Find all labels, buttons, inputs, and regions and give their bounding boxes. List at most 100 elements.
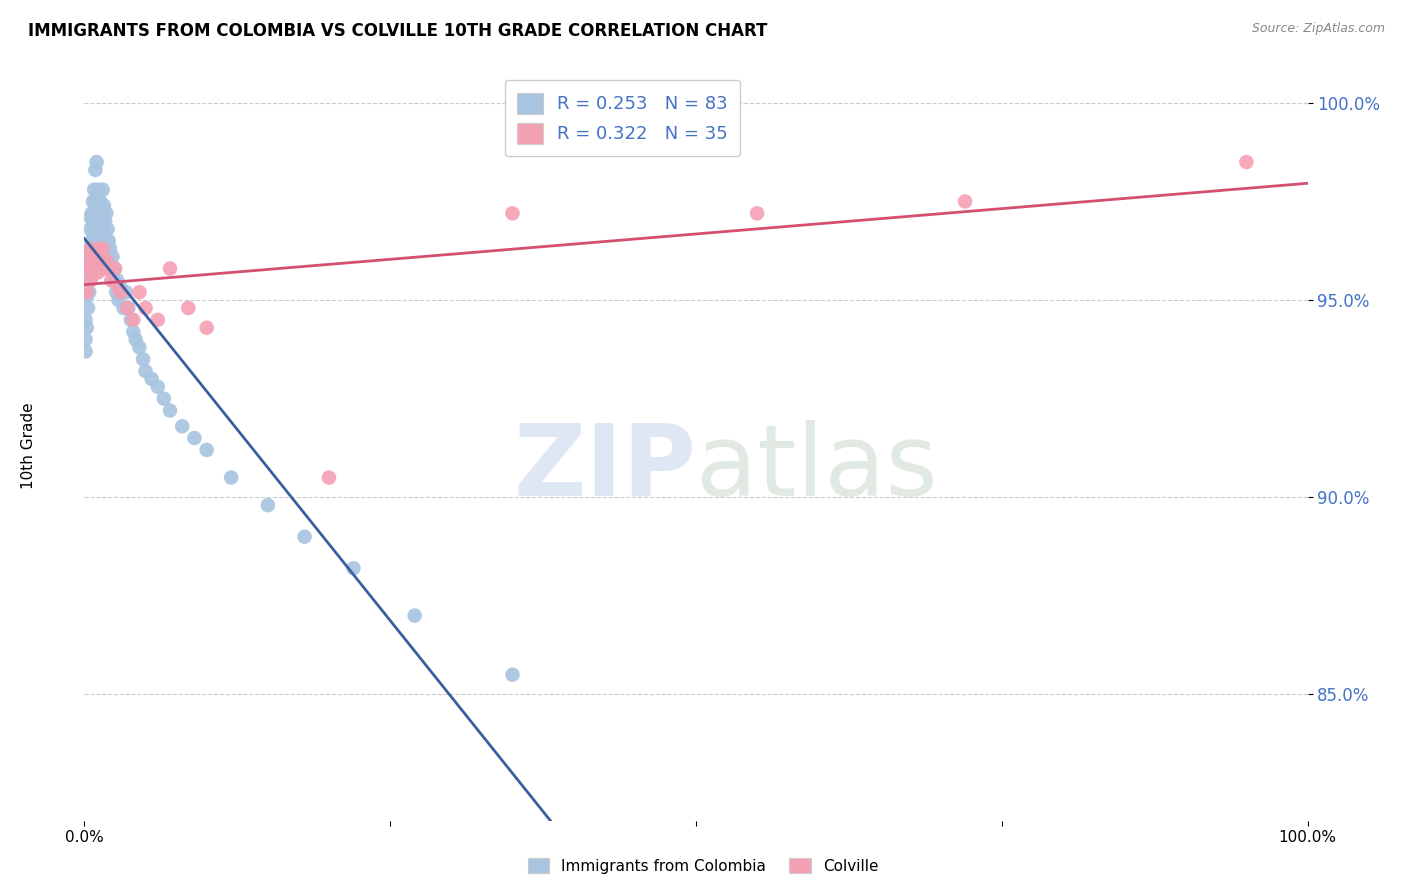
Point xyxy=(83,183,105,197)
Point xyxy=(87,211,110,225)
Legend: R = 0.253   N = 83, R = 0.322   N = 35: R = 0.253 N = 83, R = 0.322 N = 35 xyxy=(505,80,741,156)
Point xyxy=(87,183,110,197)
Point xyxy=(83,253,105,268)
Point xyxy=(122,313,145,327)
Point xyxy=(105,273,128,287)
Point xyxy=(135,364,157,378)
Text: atlas: atlas xyxy=(696,420,938,517)
Point xyxy=(77,273,100,287)
Point xyxy=(146,380,169,394)
Point xyxy=(79,211,101,225)
Point xyxy=(76,289,98,303)
Point xyxy=(141,372,163,386)
Point xyxy=(75,313,97,327)
Point xyxy=(94,214,117,228)
Point xyxy=(146,313,169,327)
Point xyxy=(117,301,139,315)
Point xyxy=(96,234,118,248)
Point xyxy=(79,273,101,287)
Point xyxy=(195,320,218,334)
Point xyxy=(97,222,120,236)
Point xyxy=(89,261,111,276)
Point xyxy=(219,470,242,484)
Point xyxy=(87,238,110,252)
Point xyxy=(97,234,120,248)
Point xyxy=(91,211,114,225)
Point xyxy=(97,261,120,276)
Point xyxy=(76,320,98,334)
Point xyxy=(87,202,110,217)
Text: ZIP: ZIP xyxy=(513,420,696,517)
Point xyxy=(86,214,108,228)
Point xyxy=(82,245,104,260)
Point xyxy=(159,261,181,276)
Point xyxy=(100,273,122,287)
Point xyxy=(84,194,107,209)
Text: IMMIGRANTS FROM COLOMBIA VS COLVILLE 10TH GRADE CORRELATION CHART: IMMIGRANTS FROM COLOMBIA VS COLVILLE 10T… xyxy=(28,22,768,40)
Point xyxy=(132,352,155,367)
Point xyxy=(97,253,120,268)
Point xyxy=(125,333,148,347)
Point xyxy=(96,253,118,268)
Point xyxy=(107,293,129,307)
Point xyxy=(90,234,112,248)
Point xyxy=(502,667,524,681)
Point xyxy=(153,392,176,406)
Point xyxy=(80,206,103,220)
Point xyxy=(318,470,340,484)
Point xyxy=(89,222,111,236)
Point xyxy=(93,261,115,276)
Point xyxy=(91,242,114,256)
Point xyxy=(86,186,108,201)
Point xyxy=(101,250,124,264)
Point xyxy=(87,242,110,256)
Point xyxy=(77,261,100,276)
Point xyxy=(82,214,104,228)
Point xyxy=(115,285,138,300)
Point xyxy=(83,265,105,279)
Point xyxy=(177,301,200,315)
Point xyxy=(79,250,101,264)
Point xyxy=(84,222,107,236)
Point xyxy=(128,340,150,354)
Point xyxy=(103,273,125,287)
Point xyxy=(90,253,112,268)
Point xyxy=(76,285,98,300)
Point xyxy=(87,230,110,244)
Point xyxy=(82,194,104,209)
Point xyxy=(342,561,364,575)
Point xyxy=(79,242,101,256)
Point xyxy=(135,301,157,315)
Point xyxy=(294,530,316,544)
Point xyxy=(747,206,769,220)
Point xyxy=(82,242,104,256)
Point xyxy=(120,313,142,327)
Point xyxy=(183,431,205,445)
Text: Source: ZipAtlas.com: Source: ZipAtlas.com xyxy=(1251,22,1385,36)
Point xyxy=(86,242,108,256)
Point xyxy=(172,419,194,434)
Point xyxy=(80,261,103,276)
Point xyxy=(93,198,115,212)
Point xyxy=(86,245,108,260)
Point xyxy=(112,301,135,315)
Point xyxy=(84,163,107,178)
Point xyxy=(91,183,114,197)
Point xyxy=(159,403,181,417)
Point xyxy=(77,285,100,300)
Point xyxy=(115,301,138,315)
Point xyxy=(404,608,426,623)
Point xyxy=(79,273,101,287)
Point xyxy=(83,234,105,248)
Point xyxy=(80,261,103,276)
Y-axis label: 10th Grade: 10th Grade xyxy=(21,402,37,490)
Point xyxy=(93,226,115,240)
Point xyxy=(122,325,145,339)
Point xyxy=(75,333,97,347)
Point xyxy=(104,261,127,276)
Point xyxy=(77,301,100,315)
Point xyxy=(110,281,132,295)
Point xyxy=(257,498,280,512)
Point xyxy=(195,442,218,457)
Point xyxy=(105,285,128,300)
